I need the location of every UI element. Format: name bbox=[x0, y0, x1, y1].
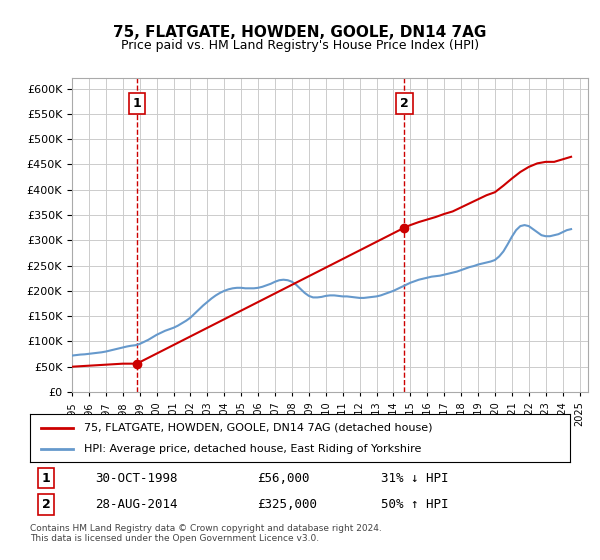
Text: HPI: Average price, detached house, East Riding of Yorkshire: HPI: Average price, detached house, East… bbox=[84, 444, 421, 454]
Text: £325,000: £325,000 bbox=[257, 498, 317, 511]
Text: 2: 2 bbox=[400, 97, 409, 110]
Text: 1: 1 bbox=[42, 472, 50, 484]
Text: 50% ↑ HPI: 50% ↑ HPI bbox=[381, 498, 449, 511]
Text: Price paid vs. HM Land Registry's House Price Index (HPI): Price paid vs. HM Land Registry's House … bbox=[121, 39, 479, 52]
Text: 75, FLATGATE, HOWDEN, GOOLE, DN14 7AG: 75, FLATGATE, HOWDEN, GOOLE, DN14 7AG bbox=[113, 25, 487, 40]
Text: £56,000: £56,000 bbox=[257, 472, 310, 484]
Text: 2: 2 bbox=[42, 498, 50, 511]
Text: 31% ↓ HPI: 31% ↓ HPI bbox=[381, 472, 449, 484]
Text: 1: 1 bbox=[133, 97, 141, 110]
Text: 30-OCT-1998: 30-OCT-1998 bbox=[95, 472, 178, 484]
Text: 75, FLATGATE, HOWDEN, GOOLE, DN14 7AG (detached house): 75, FLATGATE, HOWDEN, GOOLE, DN14 7AG (d… bbox=[84, 423, 433, 433]
Text: 28-AUG-2014: 28-AUG-2014 bbox=[95, 498, 178, 511]
Text: Contains HM Land Registry data © Crown copyright and database right 2024.
This d: Contains HM Land Registry data © Crown c… bbox=[30, 524, 382, 543]
